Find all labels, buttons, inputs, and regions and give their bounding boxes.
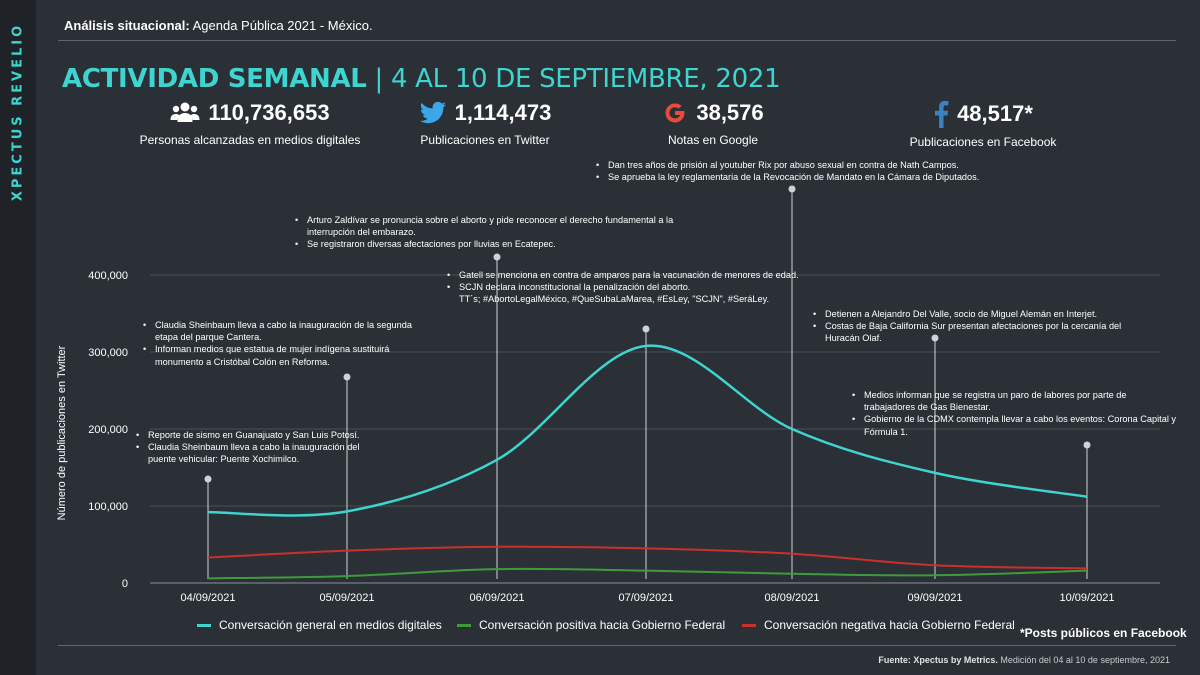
legend-positive: Conversación positiva hacia Gobierno Fed…: [457, 618, 725, 632]
x-tick-label: 06/09/2021: [469, 592, 524, 604]
stat-twitter-label: Publicaciones en Twitter: [420, 133, 550, 147]
legend-general: Conversación general en medios digitales: [197, 618, 442, 632]
annotation-day-2: Claudia Sheinbaum lleva a cabo la inaugu…: [143, 319, 423, 368]
annotation-item: Se registraron diversas afectaciones por…: [295, 238, 715, 250]
footer-source: Fuente: Xpectus by Metrics. Medición del…: [878, 655, 1170, 665]
legend-label: Conversación negativa hacia Gobierno Fed…: [764, 618, 1015, 632]
x-tick-label: 05/09/2021: [319, 592, 374, 604]
annotation-day-4: Gatell se menciona en contra de amparos …: [447, 269, 817, 306]
annotation-pin-head: [204, 475, 212, 483]
y-tick-label: 300,000: [88, 347, 128, 359]
annotation-day-7: Medios informan que se registra un paro …: [852, 389, 1177, 438]
annotation-item: Costas de Baja California Sur presentan …: [813, 320, 1158, 344]
stat-facebook-label: Publicaciones en Facebook: [909, 135, 1057, 149]
x-tick-label: 08/09/2021: [764, 592, 819, 604]
legend-swatch: [742, 623, 756, 627]
title-bold: ACTIVIDAD SEMANAL: [62, 64, 367, 94]
stat-reach-value: 110,736,653: [208, 100, 330, 125]
annotation-pin-head: [343, 373, 351, 381]
annotation-day-3: Arturo Zaldívar se pronuncia sobre el ab…: [295, 214, 715, 251]
stat-facebook-value: 48,517*: [957, 101, 1033, 126]
header-divider: [58, 40, 1176, 41]
header-text: Agenda Pública 2021 - México.: [192, 18, 373, 33]
annotation-item: Gatell se menciona en contra de amparos …: [447, 269, 817, 281]
y-tick-label: 400,000: [88, 270, 128, 282]
x-tick-label: 04/09/2021: [180, 592, 235, 604]
annotation-item: Claudia Sheinbaum lleva a cabo la inaugu…: [143, 319, 423, 343]
stat-twitter-value: 1,114,473: [454, 100, 552, 125]
stat-google-value: 38,576: [696, 100, 764, 125]
annotation-pin-head: [642, 325, 650, 333]
annotation-day-5: Dan tres años de prisión al youtuber Rix…: [596, 159, 996, 184]
y-tick-label: 0: [122, 578, 128, 590]
title-rest: | 4 AL 10 DE SEPTIEMBRE, 2021: [374, 64, 781, 94]
annotation-day-6: Detienen a Alejandro Del Valle, socio de…: [813, 308, 1158, 345]
facebook-note: *Posts públicos en Facebook: [1020, 626, 1187, 640]
annotation-item: SCJN declara inconstitucional la penaliz…: [447, 281, 817, 293]
series-line-1: [207, 344, 1088, 517]
annotation-item: Claudia Sheinbaum lleva a cabo la inaugu…: [136, 441, 386, 465]
annotation-pin-head: [493, 253, 501, 261]
header-bold: Análisis situacional:: [64, 18, 190, 33]
legend-label: Conversación general en medios digitales: [219, 618, 442, 632]
annotation-day-1: Reporte de sismo en Guanajuato y San Lui…: [136, 429, 386, 466]
annotation-item: Arturo Zaldívar se pronuncia sobre el ab…: [295, 214, 715, 238]
google-icon: [665, 103, 685, 123]
annotation-item: Gobierno de la CDMX contempla llevar a c…: [852, 413, 1177, 437]
footer-text: Medición del 04 al 10 de septiembre, 202…: [1000, 655, 1170, 665]
annotation-pin-head: [788, 185, 796, 193]
sidebar: XPECTUS REVELIO: [0, 0, 36, 675]
annotation-item: Medios informan que se registra un paro …: [852, 389, 1177, 413]
series-line-3: [207, 545, 1088, 570]
footer-bold: Fuente: Xpectus by Metrics.: [878, 655, 998, 665]
legend-label: Conversación positiva hacia Gobierno Fed…: [479, 618, 726, 632]
annotation-item: Dan tres años de prisión al youtuber Rix…: [596, 159, 996, 171]
footer-divider: [58, 645, 1176, 646]
annotation-item: Reporte de sismo en Guanajuato y San Lui…: [136, 429, 386, 441]
legend-swatch: [197, 623, 211, 627]
series-line-2: [207, 567, 1088, 580]
annotation-pin-head: [1083, 441, 1091, 449]
x-tick-label: 07/09/2021: [618, 592, 673, 604]
stat-reach: 110,736,653 Personas alcanzadas en medio…: [130, 100, 370, 147]
x-tick-label: 10/09/2021: [1059, 592, 1114, 604]
page-header: Análisis situacional: Agenda Pública 202…: [64, 18, 373, 33]
legend-swatch: [457, 623, 471, 627]
stat-twitter: 1,114,473 Publicaciones en Twitter: [365, 100, 605, 147]
y-tick-label: 200,000: [88, 424, 128, 436]
people-icon: [170, 102, 200, 122]
annotation-item: Detienen a Alejandro Del Valle, socio de…: [813, 308, 1158, 320]
page-title: ACTIVIDAD SEMANAL | 4 AL 10 DE SEPTIEMBR…: [62, 64, 781, 94]
stat-google: 38,576 Notas en Google: [593, 100, 833, 147]
x-tick-label: 09/09/2021: [907, 592, 962, 604]
stat-facebook: 48,517* Publicaciones en Facebook: [863, 100, 1103, 149]
stat-reach-label: Personas alcanzadas en medios digitales: [139, 133, 361, 147]
annotation-item: Informan medios que estatua de mujer ind…: [143, 343, 423, 367]
twitter-icon: [419, 101, 446, 124]
annotation-item: Se aprueba la ley reglamentaria de la Re…: [596, 171, 996, 183]
y-axis-label: Número de publicaciones en Twitter: [56, 345, 68, 521]
stat-google-label: Notas en Google: [667, 133, 759, 147]
annotation-extra: TT´s; #AbortoLegalMéxico, #QueSubaLaMare…: [459, 294, 770, 305]
legend-negative: Conversación negativa hacia Gobierno Fed…: [742, 618, 1015, 632]
facebook-icon: [935, 100, 949, 128]
y-tick-label: 100,000: [88, 501, 128, 513]
